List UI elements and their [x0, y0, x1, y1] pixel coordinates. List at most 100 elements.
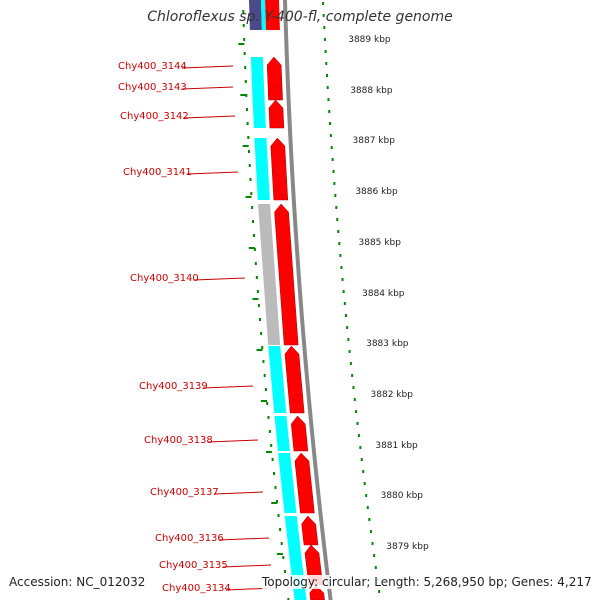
- inner-tick-mark: [263, 374, 266, 377]
- gene-3141-cog-band: [254, 138, 270, 200]
- outer-tick-mark: [363, 482, 366, 485]
- gene-3139-cog-band: [268, 346, 287, 413]
- inner-tick-mark: [271, 458, 274, 461]
- outer-tick-mark: [342, 290, 345, 293]
- outer-tick-mark: [333, 182, 336, 185]
- genome-backbone: [283, 0, 333, 600]
- outer-tick-mark: [338, 242, 341, 245]
- inner-tick-mark: [244, 80, 247, 83]
- inner-tick-mark: [268, 430, 271, 433]
- inner-tick-mark: [242, 24, 245, 27]
- outer-tick-mark: [360, 458, 363, 461]
- gene-3141-arrow: [270, 137, 289, 201]
- gene-3138-cog-band: [274, 416, 290, 451]
- outer-tick-mark: [357, 434, 360, 437]
- gene-3140-arrow: [274, 203, 299, 346]
- kbp-label: 3886 kbp: [355, 187, 398, 198]
- inner-tick-mark: [244, 66, 247, 69]
- inner-tick-mark: [243, 52, 246, 55]
- outer-tick-mark: [330, 146, 333, 149]
- outer-tick-mark: [353, 398, 356, 401]
- gene-label-chy400_3134: Chy400_3134: [162, 583, 231, 594]
- inner-tick-mark: [276, 500, 278, 503]
- label-leader-line: [213, 491, 264, 495]
- inner-major-tick: [245, 196, 252, 198]
- kbp-label: 3882 kbp: [370, 389, 413, 400]
- outer-tick-mark: [362, 470, 365, 473]
- outer-tick-mark: [356, 422, 359, 425]
- gene-3142-arrow: [268, 99, 285, 129]
- outer-tick-mark: [368, 518, 371, 521]
- inner-tick-mark: [257, 304, 260, 307]
- gene-3143-arrow: [267, 83, 283, 101]
- kbp-label: 3888 kbp: [350, 85, 393, 96]
- gene-label-chy400_3142: Chy400_3142: [120, 111, 189, 122]
- outer-tick-mark: [343, 302, 346, 305]
- inner-tick-mark: [280, 542, 283, 545]
- inner-tick-mark: [243, 38, 246, 41]
- inner-major-tick: [240, 94, 247, 96]
- outer-tick-mark: [324, 50, 327, 53]
- outer-tick-mark: [337, 230, 340, 233]
- gene-arrow-partial-top: [265, 0, 280, 30]
- gene-3140-cog-band: [258, 204, 281, 345]
- inner-tick-mark: [258, 318, 261, 321]
- inner-tick-mark: [242, 10, 245, 13]
- inner-major-tick: [238, 43, 245, 45]
- outer-tick-mark: [378, 590, 381, 593]
- gene-label-chy400_3139: Chy400_3139: [139, 381, 208, 392]
- outer-tick-mark: [322, 2, 325, 5]
- inner-tick-mark: [256, 290, 259, 293]
- inner-tick-mark: [249, 178, 252, 181]
- outer-tick-mark: [355, 410, 358, 413]
- gene-3136-cog-band: [284, 516, 301, 545]
- inner-major-tick: [271, 502, 278, 504]
- kbp-label: 3885 kbp: [358, 237, 401, 248]
- inner-tick-mark: [248, 150, 250, 153]
- inner-tick-mark: [246, 122, 249, 125]
- inner-tick-mark: [277, 514, 280, 517]
- topology-text: Topology: circular; Length: 5,268,950 bp…: [262, 575, 592, 589]
- inner-tick-mark: [252, 234, 255, 237]
- accession-text: Accession: NC_012032: [9, 575, 146, 589]
- inner-tick-mark: [250, 192, 253, 195]
- gene-label-chy400_3137: Chy400_3137: [150, 487, 219, 498]
- outer-tick-mark: [339, 254, 342, 257]
- inner-tick-mark: [273, 472, 276, 475]
- gene-label-chy400_3140: Chy400_3140: [130, 273, 199, 284]
- inner-major-tick: [248, 247, 255, 249]
- inner-tick-mark: [266, 402, 269, 405]
- gene-3138-arrow: [290, 415, 309, 452]
- gene-3137-cog-band: [278, 453, 297, 513]
- cog-band-partial-top-2: [261, 0, 266, 30]
- outer-tick-mark: [331, 158, 334, 161]
- outer-tick-mark: [325, 74, 328, 77]
- label-leader-line: [186, 171, 239, 175]
- label-leader-line: [183, 115, 236, 119]
- cog-band-partial-top: [249, 0, 262, 30]
- kbp-label: 3887 kbp: [352, 136, 395, 147]
- outer-tick-mark: [329, 122, 332, 125]
- gene-3136-arrow: [301, 515, 319, 546]
- outer-tick-mark: [332, 170, 335, 173]
- label-leader-line: [222, 564, 272, 568]
- inner-major-tick: [256, 349, 263, 351]
- outer-tick-mark: [344, 314, 347, 317]
- inner-tick-mark: [279, 528, 282, 531]
- inner-tick-mark: [252, 220, 255, 223]
- inner-tick-mark: [270, 444, 273, 447]
- gene-3139-arrow: [284, 345, 305, 414]
- inner-major-tick: [242, 145, 249, 147]
- outer-tick-mark: [359, 446, 362, 449]
- kbp-label: 3879 kbp: [386, 542, 429, 552]
- kbp-label: 3881 kbp: [375, 440, 418, 451]
- gene-3143b-cog-band: [252, 96, 265, 100]
- label-leader-line: [207, 439, 259, 443]
- inner-tick-mark: [251, 206, 254, 209]
- gene-label-chy400_3143: Chy400_3143: [118, 82, 187, 93]
- kbp-label: 3883 kbp: [366, 339, 409, 350]
- inner-tick-mark: [262, 360, 265, 363]
- gene-label-chy400_3138: Chy400_3138: [144, 435, 213, 446]
